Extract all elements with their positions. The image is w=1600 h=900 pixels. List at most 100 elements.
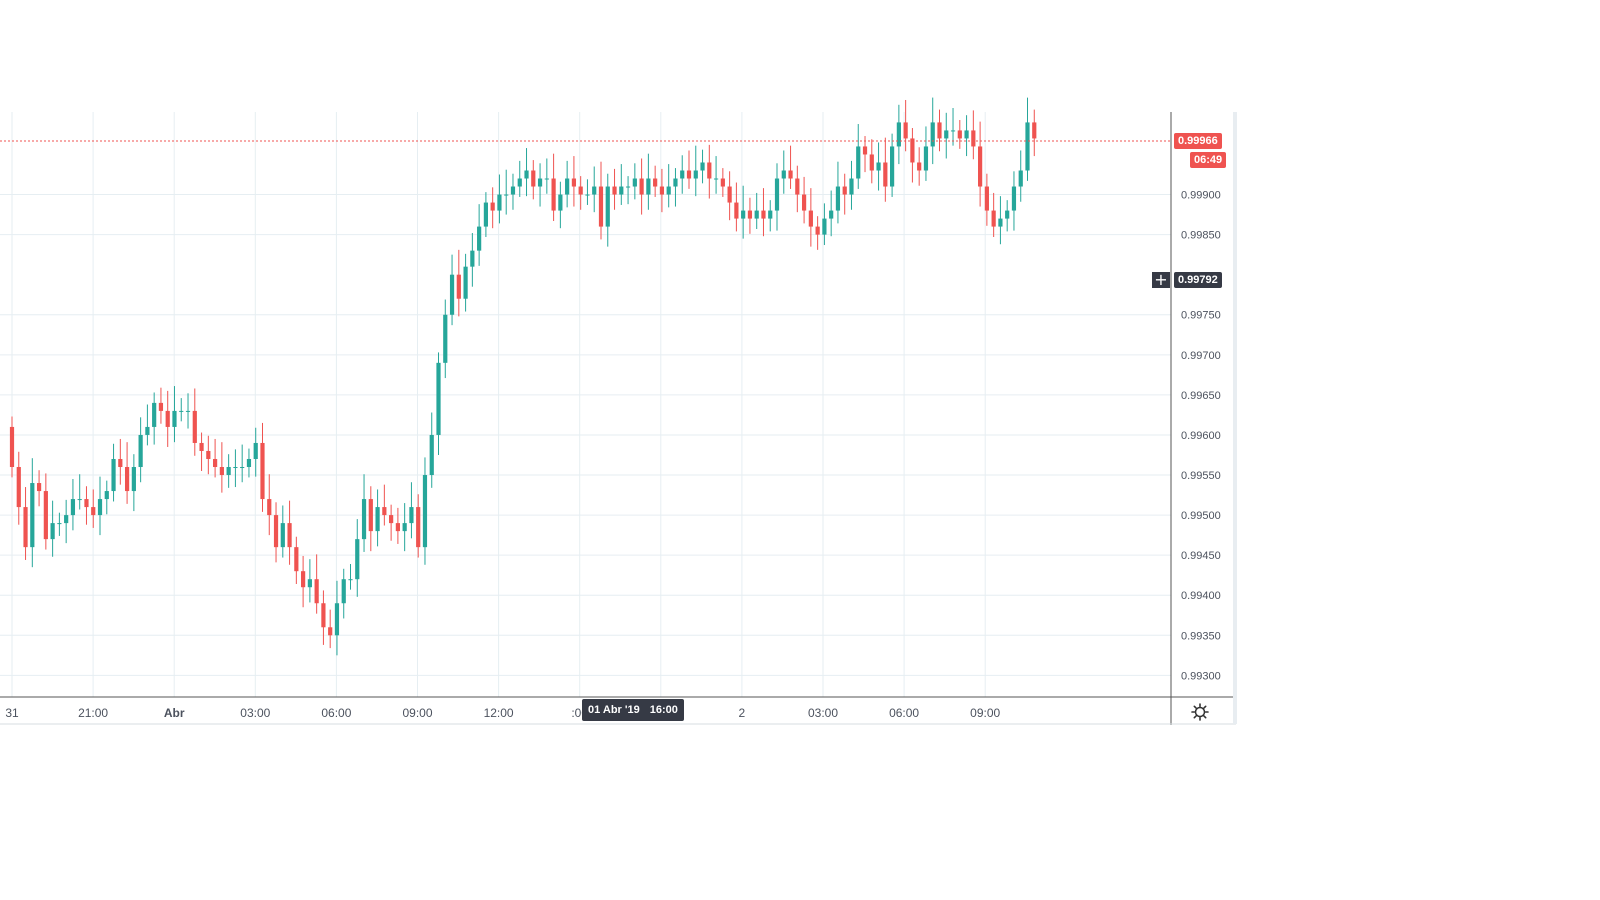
bar-countdown-label: 06:49: [1190, 152, 1227, 168]
candle: [43, 473, 48, 550]
candle: [822, 203, 827, 246]
candle: [653, 165, 658, 197]
candle: [625, 176, 631, 205]
price-tick-label: 0.99300: [1181, 670, 1221, 682]
right-scrollbar[interactable]: [1233, 112, 1237, 724]
candle: [917, 147, 922, 186]
candle: [267, 474, 272, 536]
candle: [1018, 150, 1023, 202]
candle: [896, 104, 901, 165]
candle: [686, 150, 692, 189]
candle: [382, 484, 387, 526]
candle: [517, 160, 522, 197]
price-tick-label: 0.99550: [1181, 470, 1221, 482]
chart-grid: [0, 112, 1171, 697]
candle: [260, 422, 265, 512]
candle: [1025, 97, 1030, 181]
candle: [1032, 109, 1037, 157]
time-tick-label: 31: [5, 706, 19, 720]
candle: [720, 168, 725, 197]
candle: [978, 121, 983, 207]
candle: [612, 168, 617, 210]
candle: [355, 519, 360, 597]
candle: [876, 142, 881, 191]
candle: [747, 197, 753, 234]
price-tick-label: 0.99350: [1181, 630, 1221, 642]
candle: [321, 590, 326, 645]
candle: [70, 479, 76, 531]
candle: [280, 505, 285, 558]
time-tick-label: 2: [739, 706, 746, 720]
candle: [713, 156, 719, 194]
candle: [402, 503, 407, 552]
plus-icon[interactable]: +: [1152, 272, 1170, 288]
candle: [36, 470, 42, 507]
candle: [524, 148, 529, 197]
price-tick-label: 0.99900: [1181, 190, 1221, 202]
candle: [788, 145, 793, 189]
candle: [192, 388, 197, 456]
candle: [470, 233, 475, 287]
candle: [639, 158, 644, 215]
candle: [219, 442, 224, 493]
crosshair-time-label: 01 Abr '19 16:00: [582, 699, 684, 721]
time-tick-label: 09:00: [402, 706, 432, 720]
candle: [389, 504, 394, 541]
time-axis-ticks: 3121:00Abr03:0006:0009:0012:00:0021:0020…: [5, 706, 1000, 720]
candle: [544, 158, 549, 194]
candle: [761, 188, 766, 237]
crosshair-price-label: 0.99792: [1174, 272, 1222, 288]
candle: [348, 563, 353, 590]
candle: [16, 451, 21, 525]
candle: [97, 476, 103, 536]
candle: [226, 454, 231, 488]
crosshair-date: 01 Abr '19: [588, 704, 640, 716]
candle: [991, 192, 996, 238]
candle: [585, 179, 590, 205]
candle: [693, 145, 698, 197]
candle: [9, 416, 15, 478]
candle: [883, 137, 888, 202]
candle: [565, 160, 570, 208]
candle: [233, 449, 238, 488]
candle: [774, 163, 780, 231]
crosshair-time: 16:00: [649, 704, 678, 716]
candle: [1005, 200, 1010, 232]
candle: [950, 107, 956, 146]
candle: [64, 499, 69, 544]
price-tick-label: 0.99400: [1181, 590, 1221, 602]
candle: [504, 169, 509, 215]
gear-icon[interactable]: [1190, 702, 1210, 722]
candle: [910, 128, 915, 183]
candle: [632, 163, 637, 200]
candle: [104, 480, 109, 515]
candle: [984, 173, 989, 226]
candle: [849, 160, 854, 210]
price-tick-label: 0.99750: [1181, 310, 1221, 322]
candle: [592, 166, 597, 213]
candle: [781, 150, 786, 194]
candle: [971, 110, 976, 160]
candle: [741, 185, 746, 239]
candle: [727, 171, 732, 221]
candle: [443, 299, 448, 379]
candle: [152, 392, 157, 445]
candle: [937, 109, 942, 152]
candle: [368, 486, 373, 552]
price-tick-label: 0.99600: [1181, 430, 1221, 442]
price-axis-ticks: 0.99900 0.99850 0.99750 0.99700 0.99650 0.996…: [1181, 190, 1221, 683]
candle: [768, 200, 773, 232]
candle: [551, 153, 556, 221]
candle: [436, 352, 441, 455]
candle: [510, 173, 516, 210]
candle: [124, 442, 130, 504]
candle: [395, 507, 400, 544]
candle: [808, 188, 813, 247]
candle: [361, 474, 367, 552]
candle: [619, 164, 624, 205]
candles: [9, 97, 1037, 656]
time-tick-label: 12:00: [484, 706, 514, 720]
candle: [795, 165, 800, 213]
candle: [456, 249, 461, 317]
